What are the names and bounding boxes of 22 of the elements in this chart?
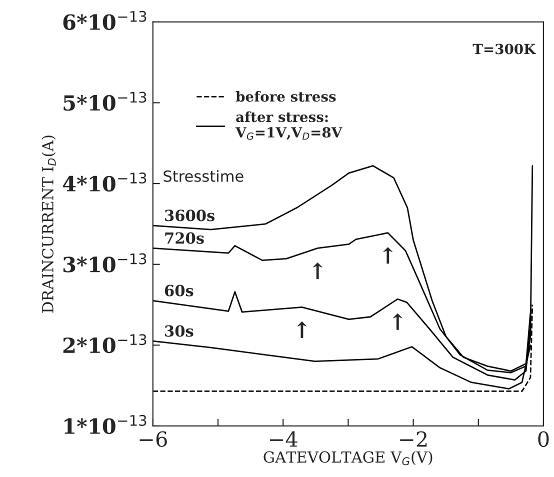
series-label: 720s xyxy=(165,232,204,244)
y-tick-label: 3*10$^{−13}$ xyxy=(63,253,146,272)
y-tick-label: 5*10$^{−13}$ xyxy=(64,92,146,111)
y-tick-label: 4*10$^{−13}$ xyxy=(62,172,146,192)
x-tick-label: −4 xyxy=(270,431,298,447)
x-tick-label: −2 xyxy=(400,431,427,447)
annotation: ↑ xyxy=(313,262,322,279)
x-axis-title: GATEVOLTAGE V$_{G}$(V) xyxy=(264,450,432,466)
y-tick-label: 2*10$^{−13}$ xyxy=(63,334,146,354)
annotation: ↑ xyxy=(383,247,392,264)
annotation: T=300K xyxy=(472,44,536,54)
legend-label: before stress xyxy=(236,91,336,102)
y-tick-label: 6*10$^{−13}$ xyxy=(63,10,146,30)
x-tick-label: 0 xyxy=(538,431,549,447)
series-label: 60s xyxy=(164,284,194,296)
annotation: Stresstime xyxy=(164,170,244,182)
series-label: 3600s xyxy=(165,210,215,222)
y-axis-title: DRAINCURRENT I$_{D}$(A) xyxy=(42,136,56,313)
annotation: after stress: V$_{G}$=1V,V$_{D}$=8V xyxy=(235,111,342,140)
annotation: ↑ xyxy=(297,321,307,338)
annotation: ↑ xyxy=(393,313,402,330)
series-label: 30s xyxy=(165,325,194,337)
